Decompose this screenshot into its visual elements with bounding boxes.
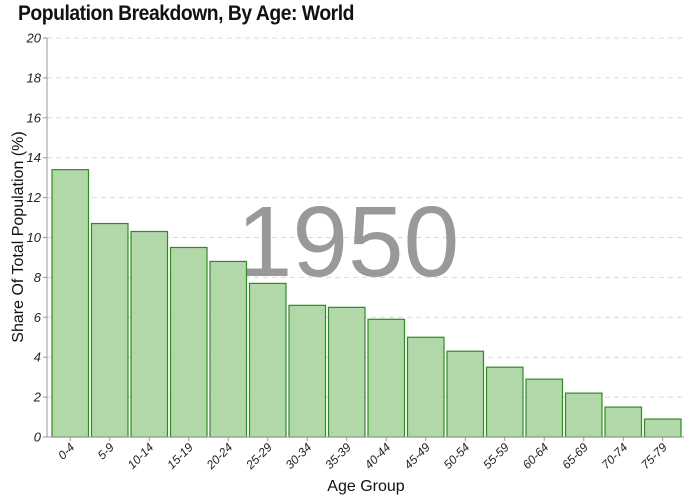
y-tick-label: 10 — [27, 230, 42, 245]
x-tick-label: 35-39 — [322, 440, 354, 472]
x-tick-label: 0-4 — [55, 440, 77, 462]
x-tick-label: 5-9 — [95, 440, 117, 462]
x-tick-label: 70-74 — [599, 440, 631, 472]
bar-60-64 — [525, 378, 564, 438]
y-tick-label: 18 — [27, 70, 42, 85]
y-tick-label: 6 — [34, 310, 42, 325]
bars — [51, 169, 682, 438]
bar-75-79 — [643, 418, 682, 438]
x-tick-label: 10-14 — [125, 440, 157, 472]
y-tick-label: 0 — [34, 430, 42, 445]
y-tick-label: 2 — [33, 390, 42, 405]
bar-0-4 — [51, 169, 90, 438]
y-axis-title: Share Of Total Population (%) — [10, 131, 27, 342]
y-tick-label: 20 — [26, 31, 42, 46]
chart-title: Population Breakdown, By Age: World — [18, 2, 354, 25]
y-axis-ticks: 0 2 4 6 8 10 12 14 16 18 20 — [26, 31, 47, 445]
x-tick-label: 45-49 — [401, 440, 433, 472]
bar-25-29 — [248, 282, 287, 438]
bar-55-59 — [485, 366, 524, 438]
x-tick-label: 25-29 — [243, 440, 276, 473]
bar-45-49 — [406, 336, 445, 438]
x-axis-title: Age Group — [327, 478, 404, 495]
x-tick-label: 65-69 — [559, 440, 591, 472]
y-tick-label: 14 — [27, 150, 41, 165]
bar-40-44 — [367, 318, 406, 438]
bar-30-34 — [288, 304, 327, 438]
y-tick-label: 16 — [27, 110, 42, 125]
bar-10-14 — [130, 230, 169, 438]
y-tick-label: 12 — [27, 190, 42, 205]
x-tick-label: 55-59 — [480, 440, 512, 472]
bar-15-19 — [169, 246, 208, 438]
bar-50-54 — [446, 350, 485, 438]
y-tick-label: 8 — [34, 270, 42, 285]
x-tick-label: 20-24 — [203, 440, 236, 473]
x-tick-label: 15-19 — [164, 440, 196, 472]
bar-65-69 — [564, 392, 603, 438]
x-tick-label: 30-34 — [283, 440, 315, 472]
bar-35-39 — [327, 306, 366, 438]
x-tick-label: 75-79 — [638, 440, 670, 472]
x-axis-ticks: 0-4 5-9 10-14 15-19 20-24 25-29 30-34 35-39 40-4… — [55, 437, 670, 473]
bar-5-9 — [90, 222, 129, 438]
y-tick-label: 4 — [34, 350, 41, 365]
x-tick-label: 60-64 — [520, 440, 552, 472]
year-annotation: 1950 — [237, 186, 459, 298]
bar-20-24 — [209, 260, 248, 438]
x-tick-label: 50-54 — [441, 440, 473, 472]
bar-70-74 — [604, 406, 643, 438]
x-tick-label: 40-44 — [362, 440, 394, 472]
